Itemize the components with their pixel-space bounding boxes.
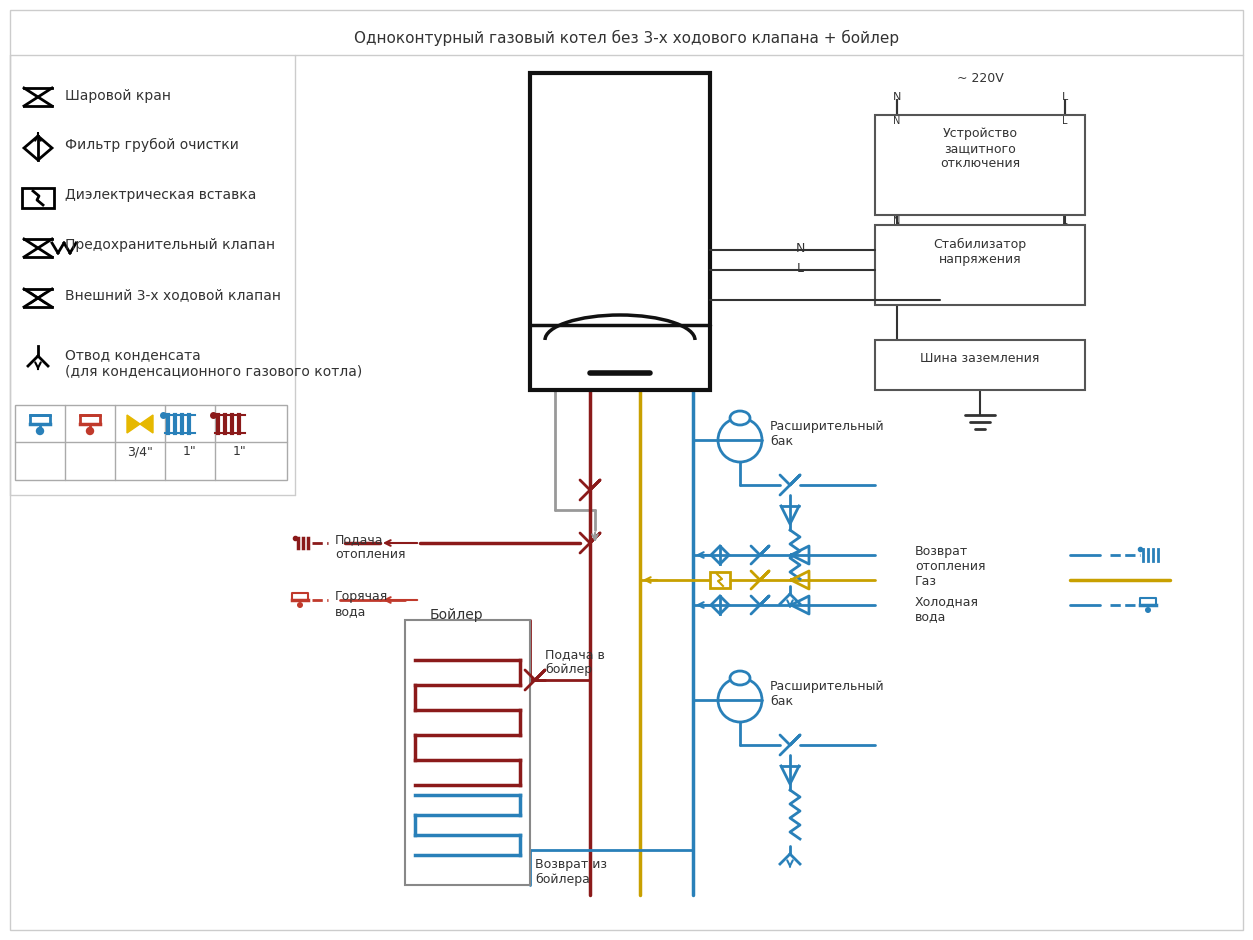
- Text: Возврат
отопления: Возврат отопления: [915, 545, 986, 573]
- Ellipse shape: [730, 411, 751, 425]
- Text: N: N: [796, 242, 804, 255]
- Bar: [710, 572, 730, 588]
- Circle shape: [86, 428, 94, 434]
- Text: Шаровой кран: Шаровой кран: [65, 89, 170, 103]
- Text: Горячая
вода: Горячая вода: [335, 590, 388, 618]
- Text: Устройство
защитного
отключения: Устройство защитного отключения: [940, 127, 1020, 170]
- Text: ~ 220V: ~ 220V: [956, 72, 1004, 85]
- Text: Подача
отопления: Подача отопления: [335, 533, 406, 561]
- Bar: [875, 115, 1085, 215]
- Text: N: N: [893, 92, 901, 102]
- Text: Фильтр грубой очистки: Фильтр грубой очистки: [65, 138, 239, 152]
- Bar: [875, 340, 1085, 390]
- Text: Расширительный
бак: Расширительный бак: [771, 420, 885, 448]
- Bar: [875, 225, 1085, 305]
- Circle shape: [718, 418, 762, 462]
- Bar: [405, 620, 530, 885]
- Text: L: L: [1061, 92, 1068, 102]
- Text: L: L: [1063, 216, 1068, 226]
- Text: Газ: Газ: [915, 575, 937, 588]
- Text: Внешний 3-х ходовой клапан: Внешний 3-х ходовой клапан: [65, 288, 281, 302]
- Text: L: L: [797, 262, 803, 275]
- Text: N: N: [893, 116, 901, 126]
- Text: Шина заземления: Шина заземления: [920, 352, 1040, 365]
- Text: Предохранительный клапан: Предохранительный клапан: [65, 238, 276, 252]
- Text: Стабилизатор
напряжения: Стабилизатор напряжения: [933, 238, 1026, 266]
- Polygon shape: [127, 415, 140, 433]
- Bar: [15, 405, 287, 480]
- Text: Расширительный
бак: Расширительный бак: [771, 680, 885, 708]
- Text: Отвод конденсата
(для конденсационного газового котла): Отвод конденсата (для конденсационного г…: [65, 348, 362, 378]
- Circle shape: [36, 428, 44, 434]
- Text: 1": 1": [233, 445, 247, 458]
- Ellipse shape: [730, 671, 751, 685]
- Text: Одноконтурный газовый котел без 3-х ходового клапана + бойлер: Одноконтурный газовый котел без 3-х ходо…: [355, 30, 900, 46]
- Polygon shape: [140, 415, 153, 433]
- Bar: [23, 188, 54, 208]
- Text: 3/4": 3/4": [127, 445, 153, 458]
- Text: N: N: [893, 216, 901, 226]
- Text: Холодная
вода: Холодная вода: [915, 595, 979, 623]
- Text: Подача в
бойлер: Подача в бойлер: [545, 648, 605, 676]
- Bar: [530, 73, 710, 390]
- Text: Бойлер: Бойлер: [430, 608, 484, 622]
- Circle shape: [297, 602, 303, 608]
- Circle shape: [1145, 607, 1152, 613]
- Text: Диэлектрическая вставка: Диэлектрическая вставка: [65, 188, 257, 202]
- Text: Возврат из
бойлера: Возврат из бойлера: [535, 858, 606, 886]
- Text: 1": 1": [183, 445, 197, 458]
- Text: L: L: [1063, 116, 1068, 126]
- Circle shape: [718, 678, 762, 722]
